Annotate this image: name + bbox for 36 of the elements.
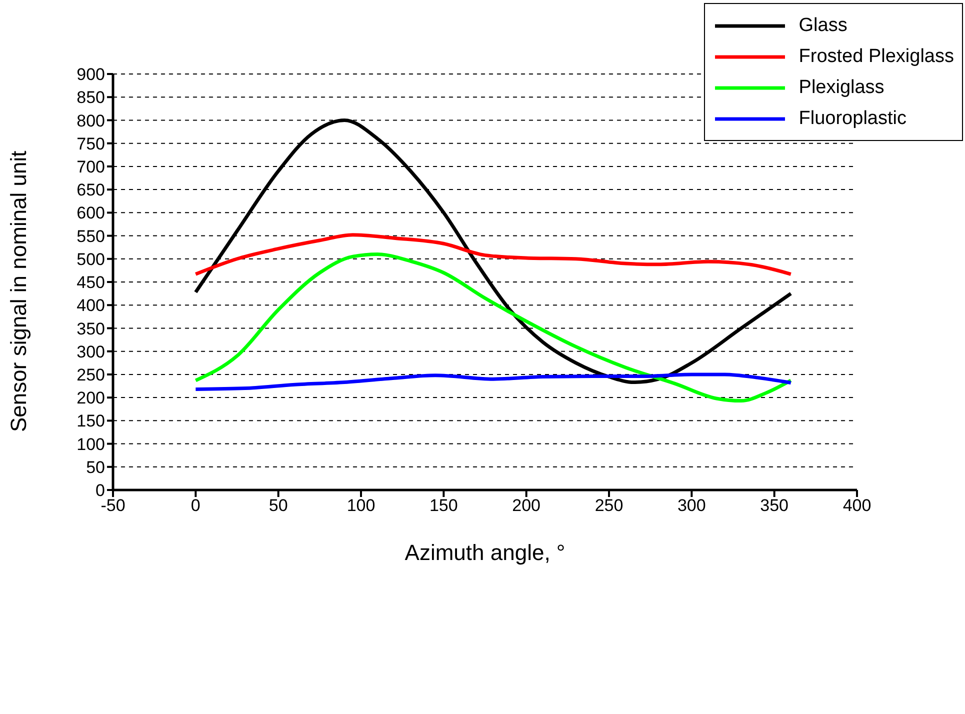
y-tick-label: 150 — [76, 412, 105, 431]
x-tick-label: 300 — [677, 496, 706, 516]
y-tick-label: 450 — [76, 273, 105, 292]
y-tick-label: 50 — [86, 458, 105, 477]
x-tick-label: 400 — [842, 496, 872, 516]
y-tick-label: 700 — [76, 157, 105, 176]
x-axis-title: Azimuth angle, ° — [404, 540, 566, 565]
line-series — [194, 233, 793, 276]
line-series — [194, 252, 793, 403]
y-tick-label: 500 — [76, 250, 105, 269]
x-tick-label: 0 — [190, 496, 200, 516]
x-tick-label: 100 — [346, 496, 376, 516]
y-tick-label: 850 — [76, 88, 105, 108]
y-tick-label: 750 — [76, 134, 105, 154]
y-tick-label: 250 — [76, 365, 105, 384]
legend-label: Plexiglass — [798, 76, 884, 98]
y-axis-title: Sensor signal in nominal unit — [6, 150, 31, 432]
line-series — [194, 372, 793, 391]
x-tick-label: 250 — [594, 496, 624, 516]
y-tick-label: 400 — [76, 296, 105, 316]
legend-label: Frosted Plexiglass — [798, 46, 954, 68]
y-tick-label: 800 — [76, 111, 105, 130]
x-tick-label: 200 — [512, 496, 541, 516]
y-tick-label: 300 — [76, 342, 105, 362]
x-tick-label: 150 — [429, 496, 458, 516]
x-tick-label: 350 — [760, 496, 789, 516]
y-tick-label: 100 — [76, 434, 105, 454]
y-tick-label: 650 — [76, 180, 105, 200]
y-tick-label: 350 — [76, 319, 105, 338]
y-tick-label: 550 — [76, 226, 105, 246]
y-tick-label: 200 — [76, 388, 105, 408]
x-tick-label: 50 — [268, 496, 288, 516]
legend-label: Fluoroplastic — [798, 108, 906, 130]
legend-label: Glass — [798, 14, 848, 36]
y-tick-label: 600 — [76, 204, 105, 223]
y-tick-label: 900 — [76, 65, 105, 84]
